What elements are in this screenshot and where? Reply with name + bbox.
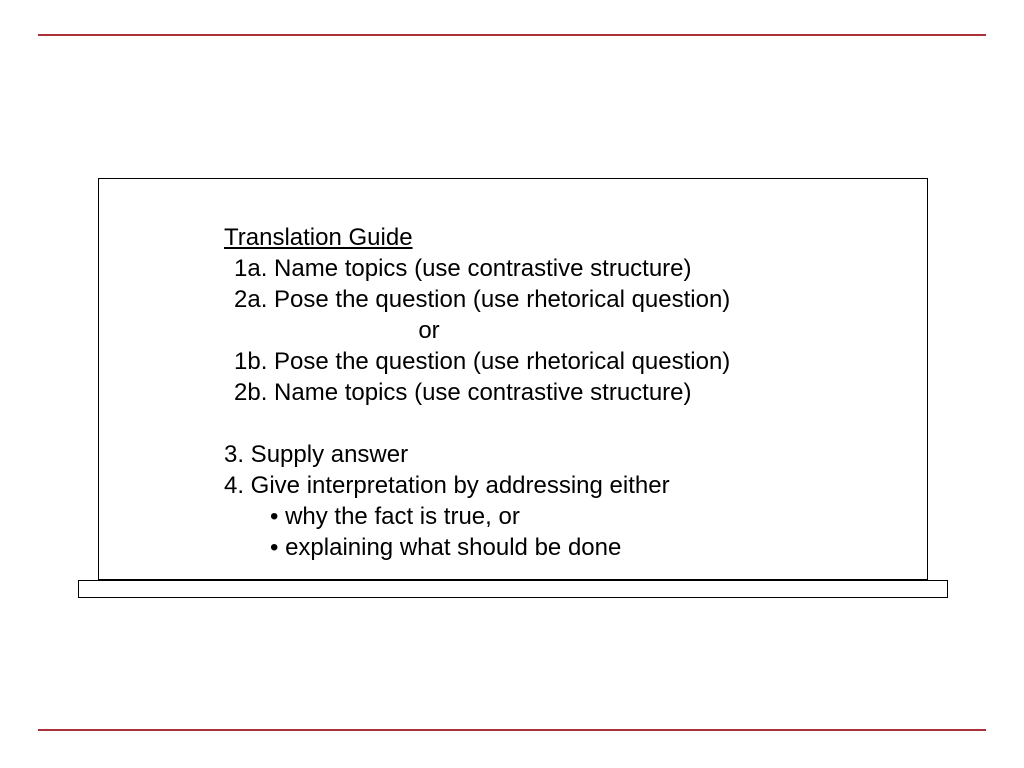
item-1a: 1a. Name topics (use contrastive structu… <box>224 253 904 284</box>
bottom-rule <box>38 729 986 731</box>
top-rule <box>38 34 986 36</box>
item-4: 4. Give interpretation by addressing eit… <box>224 470 904 501</box>
blank-line <box>224 408 904 439</box>
bullet-why: • why the fact is true, or <box>224 501 904 532</box>
item-2b: 2b. Name topics (use contrastive structu… <box>224 377 904 408</box>
or-separator: or <box>224 315 634 346</box>
item-1b: 1b. Pose the question (use rhetorical qu… <box>224 346 904 377</box>
slide-page: Translation Guide 1a. Name topics (use c… <box>0 0 1024 768</box>
bullet-explain: • explaining what should be done <box>224 532 904 563</box>
footer-bar <box>78 580 948 598</box>
guide-title: Translation Guide <box>224 222 904 253</box>
item-3: 3. Supply answer <box>224 439 904 470</box>
item-2a: 2a. Pose the question (use rhetorical qu… <box>224 284 904 315</box>
content-text: Translation Guide 1a. Name topics (use c… <box>224 222 904 563</box>
